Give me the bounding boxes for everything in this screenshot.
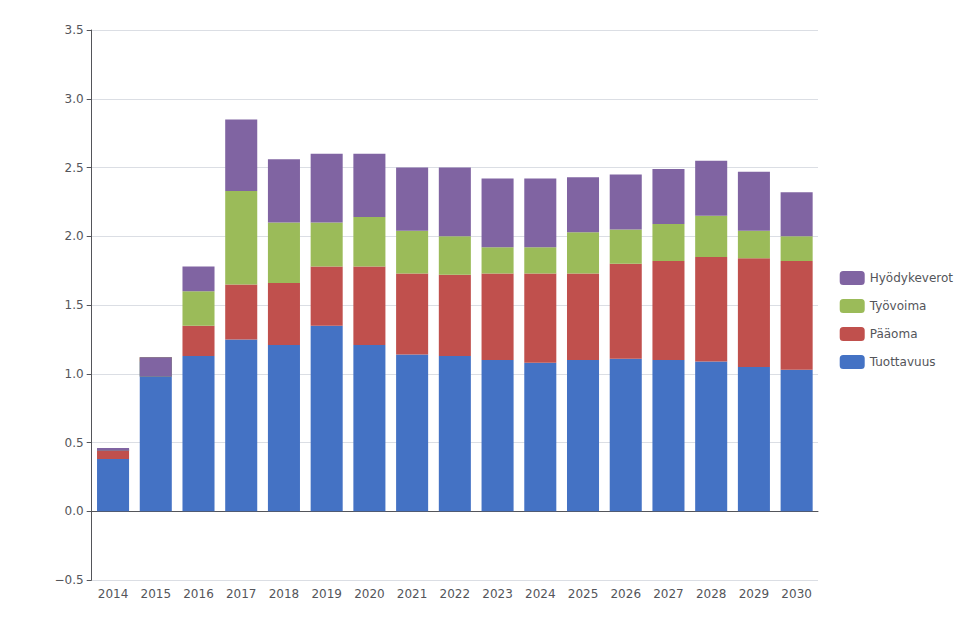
- svg-text:2023: 2023: [482, 587, 513, 601]
- svg-text:2024: 2024: [525, 587, 556, 601]
- svg-text:Työvoima: Työvoima: [869, 299, 927, 313]
- svg-text:0.0: 0.0: [65, 504, 84, 518]
- svg-text:2.5: 2.5: [65, 161, 84, 175]
- svg-text:3.5: 3.5: [65, 23, 84, 37]
- svg-text:2026: 2026: [610, 587, 641, 601]
- svg-text:2015: 2015: [141, 587, 172, 601]
- svg-text:Tuottavuus: Tuottavuus: [869, 355, 936, 369]
- svg-text:3.0: 3.0: [65, 92, 84, 106]
- svg-text:2025: 2025: [568, 587, 599, 601]
- svg-text:2028: 2028: [696, 587, 727, 601]
- svg-text:2021: 2021: [397, 587, 428, 601]
- svg-text:2017: 2017: [226, 587, 257, 601]
- svg-text:2014: 2014: [98, 587, 129, 601]
- svg-text:2020: 2020: [354, 587, 385, 601]
- svg-text:2018: 2018: [269, 587, 300, 601]
- svg-text:−0.5: −0.5: [55, 573, 84, 587]
- svg-text:2029: 2029: [739, 587, 770, 601]
- svg-text:2027: 2027: [653, 587, 684, 601]
- svg-text:Pääoma: Pääoma: [870, 327, 918, 341]
- svg-text:2.0: 2.0: [65, 229, 84, 243]
- svg-text:1.5: 1.5: [65, 298, 84, 312]
- svg-text:2019: 2019: [311, 587, 342, 601]
- svg-text:2016: 2016: [183, 587, 214, 601]
- svg-text:2030: 2030: [781, 587, 812, 601]
- svg-text:Hyödykeverot: Hyödykeverot: [870, 271, 954, 285]
- svg-text:0.5: 0.5: [65, 436, 84, 450]
- svg-text:2022: 2022: [440, 587, 471, 601]
- svg-text:1.0: 1.0: [65, 367, 84, 381]
